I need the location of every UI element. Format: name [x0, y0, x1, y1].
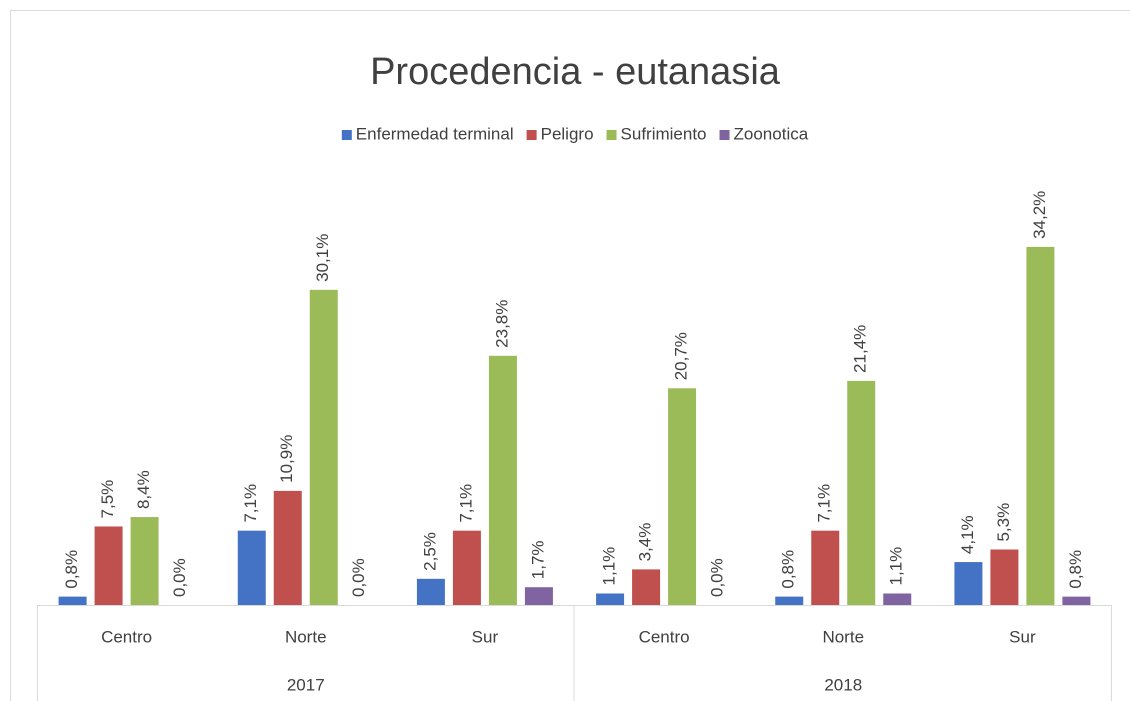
bar — [94, 526, 123, 605]
bar — [309, 289, 338, 605]
legend-swatch — [341, 130, 352, 140]
data-label: 1,7% — [528, 540, 547, 579]
bar — [130, 517, 159, 605]
data-label: 0,8% — [62, 550, 81, 589]
bar — [1026, 246, 1055, 605]
data-label: 10,9% — [277, 435, 296, 483]
data-label: 5,3% — [994, 503, 1013, 542]
bar — [452, 530, 481, 605]
bar — [273, 490, 302, 605]
data-label: 8,4% — [134, 470, 153, 509]
data-label: 0,0% — [349, 558, 368, 597]
legend-label: Peligro — [541, 124, 594, 143]
bar — [524, 587, 553, 605]
x-tick-label: Centro — [639, 627, 690, 646]
legend-swatch — [526, 130, 537, 140]
bar — [811, 530, 840, 605]
data-label: 7,1% — [456, 484, 475, 523]
x-tick-label: Sur — [1009, 627, 1036, 646]
bar — [237, 530, 266, 605]
data-label: 21,4% — [851, 325, 870, 373]
bar — [775, 596, 804, 605]
legend: Enfermedad terminal Peligro Sufrimiento Zoo… — [341, 124, 809, 143]
data-label: 0,8% — [779, 550, 798, 589]
bar — [990, 549, 1019, 605]
bar — [632, 569, 661, 605]
data-label: 1,1% — [600, 547, 619, 586]
data-label: 30,1% — [313, 234, 332, 282]
bar — [847, 380, 876, 605]
bar — [883, 593, 912, 605]
bar — [596, 593, 625, 605]
legend-swatch — [719, 130, 730, 140]
legend-label: Zoonotica — [734, 124, 809, 143]
group-label: 2018 — [824, 675, 862, 694]
data-label: 7,5% — [98, 480, 117, 519]
data-label: 0,0% — [170, 558, 189, 597]
bar — [58, 596, 87, 605]
bar — [416, 578, 445, 605]
x-tick-label: Norte — [822, 627, 864, 646]
bar — [1062, 596, 1091, 605]
bar — [668, 388, 697, 605]
data-label: 20,7% — [672, 332, 691, 380]
x-tick-label: Sur — [472, 627, 499, 646]
chart-title: Procedencia - eutanasia — [370, 51, 781, 93]
group-label: 2017 — [287, 675, 325, 694]
data-label: 7,1% — [815, 484, 834, 523]
data-label: 7,1% — [241, 484, 260, 523]
x-tick-label: Centro — [101, 627, 152, 646]
data-label: 1,1% — [887, 547, 906, 586]
x-tick-label: Norte — [285, 627, 327, 646]
data-label: 0,0% — [708, 558, 727, 597]
data-label: 2,5% — [420, 532, 439, 571]
legend-label: Enfermedad terminal — [356, 124, 514, 143]
data-label: 0,8% — [1066, 550, 1085, 589]
bar — [954, 562, 983, 605]
data-label: 4,1% — [958, 515, 977, 554]
data-label: 3,4% — [636, 523, 655, 562]
data-label: 34,2% — [1030, 191, 1049, 239]
data-label: 23,8% — [492, 300, 511, 348]
bar — [488, 355, 517, 605]
chart-frame — [10, 10, 1130, 701]
legend-label: Sufrimiento — [621, 124, 707, 143]
legend-swatch — [606, 130, 617, 140]
